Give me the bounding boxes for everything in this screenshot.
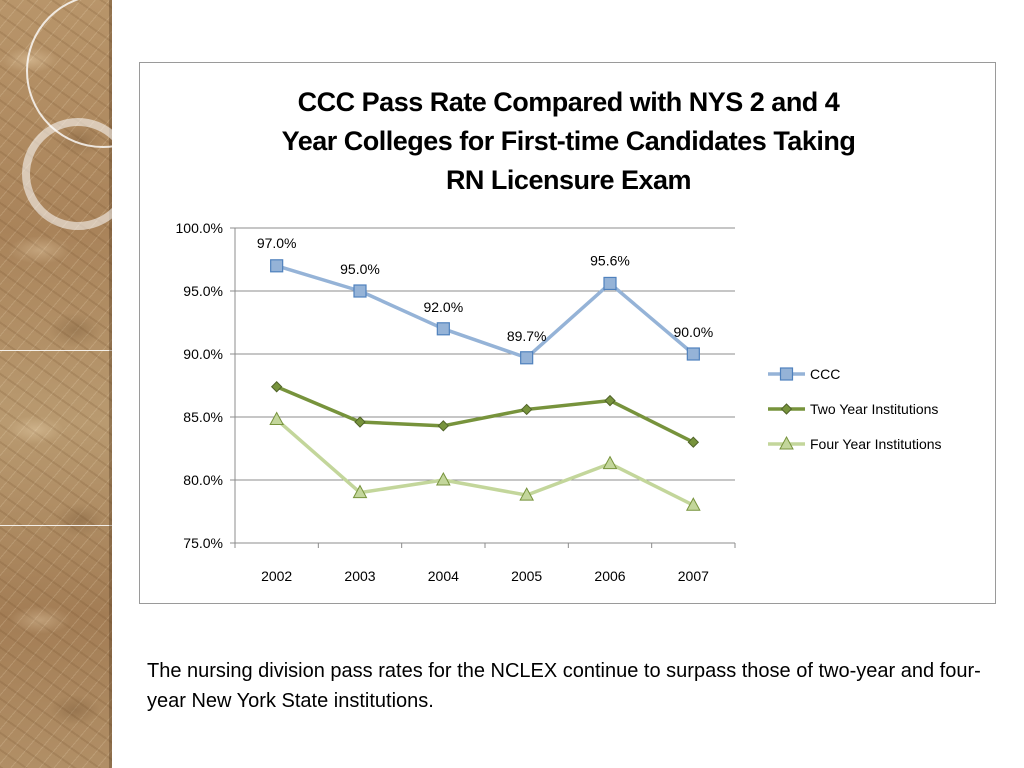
data-point [520,403,533,416]
chart-title: CCC Pass Rate Compared with NYS 2 and 4 … [140,83,997,200]
y-tick-label: 100.0% [176,220,223,236]
y-tick-label: 75.0% [183,535,223,551]
chart-title-line: RN Licensure Exam [445,165,692,195]
legend-label: Two Year Institutions [810,401,938,417]
data-label: 92.0% [423,299,463,315]
data-point [435,471,451,486]
chart-title-line: CCC Pass Rate Compared with NYS 2 and 4 [297,87,840,117]
data-point [685,497,701,511]
data-point [602,455,618,470]
strip-edge [109,0,112,768]
legend-marker [780,403,793,415]
data-point [686,347,700,361]
data-label: 97.0% [257,235,297,251]
y-tick-label: 95.0% [183,283,223,299]
data-label: 95.0% [340,261,380,277]
series-line [275,385,695,444]
strip-divider [0,525,112,526]
chart-frame: CCC Pass Rate Compared with NYS 2 and 4 … [139,62,996,604]
x-tick-label: 2006 [594,568,625,584]
legend-marker [779,435,794,450]
strip-divider [0,350,112,351]
data-point [436,322,450,336]
line-chart: 75.0% 80.0% 85.0% 90.0% 95.0% 100.0% 2002 2003 2… [176,220,942,584]
data-point [270,259,284,273]
legend-label: CCC [810,366,840,382]
data-point [354,416,366,428]
legend-marker [779,367,794,381]
y-tick-label: 90.0% [183,346,223,362]
data-point [519,487,535,501]
y-tick-label: 85.0% [183,409,223,425]
data-label: 89.7% [507,328,547,344]
data-point [687,436,700,448]
y-tick-label: 80.0% [183,472,223,488]
x-tick-label: 2007 [678,568,709,584]
x-tick-label: 2002 [261,568,292,584]
legend-label: Four Year Institutions [810,436,942,452]
series-line [275,418,695,507]
slide-caption: The nursing division pass rates for the … [147,660,981,712]
data-point [352,484,368,499]
data-point [520,351,534,365]
data-point [270,381,283,393]
x-tick-label: 2004 [428,568,459,584]
data-point [604,394,616,407]
decorative-ring [22,118,134,230]
data-point [353,284,367,298]
series-line [276,264,695,360]
data-label: 90.0% [673,324,713,340]
x-tick-label: 2003 [344,568,375,584]
data-label: 95.6% [590,252,630,268]
chart-title-line: Year Colleges for First-time Candidates … [281,126,856,156]
data-point [603,276,617,291]
data-point [269,411,285,426]
x-tick-label: 2005 [511,568,542,584]
data-point [437,420,450,432]
